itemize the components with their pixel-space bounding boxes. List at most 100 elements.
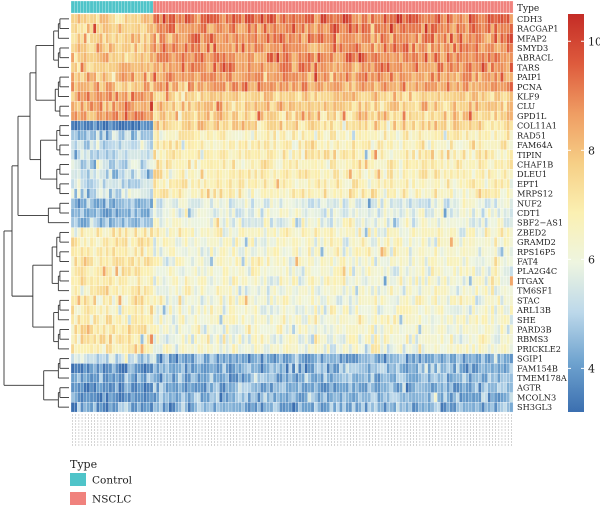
heatmap-cell	[364, 188, 368, 199]
heatmap-cell	[471, 130, 476, 141]
heatmap-cell	[276, 130, 280, 141]
heatmap-cell	[187, 81, 192, 92]
heatmap-cell	[291, 169, 296, 180]
heatmap-cell	[92, 334, 97, 345]
heatmap-cell	[118, 110, 122, 121]
heatmap-cell	[260, 305, 264, 316]
heatmap-cell	[313, 130, 318, 141]
heatmap-cell	[500, 13, 504, 24]
heatmap-cell	[320, 217, 324, 228]
heatmap-cell	[152, 159, 157, 170]
heatmap-cell	[118, 149, 122, 160]
heatmap-cell	[370, 120, 375, 131]
heatmap-cell	[418, 198, 422, 209]
heatmap-cell	[298, 246, 302, 257]
heatmap-cell	[247, 159, 252, 170]
heatmap-cell	[77, 91, 81, 102]
heatmap-cell	[285, 295, 290, 306]
heatmap-cell	[310, 188, 315, 199]
heatmap-cell	[99, 305, 103, 316]
heatmap-cell	[162, 275, 166, 286]
heatmap-cell	[468, 178, 473, 189]
heatmap-cell	[175, 217, 179, 228]
track-cell-nsclc	[181, 0, 185, 14]
heatmap-cell	[481, 169, 485, 180]
heatmap-cell	[396, 91, 400, 102]
heatmap-cell	[291, 246, 296, 257]
heatmap-cell	[313, 285, 318, 296]
heatmap-cell	[411, 13, 416, 24]
track-cell-control	[111, 0, 116, 14]
heatmap-cell	[130, 178, 135, 189]
heatmap-cell	[415, 217, 419, 228]
heatmap-cell	[159, 33, 163, 44]
heatmap-cell	[222, 217, 226, 228]
heatmap-cell	[127, 178, 132, 189]
heatmap-cell	[402, 42, 406, 54]
heatmap-cell	[89, 208, 94, 219]
heatmap-cell	[74, 13, 78, 24]
heatmap-cell	[424, 227, 428, 238]
heatmap-cell	[165, 227, 170, 238]
heatmap-cell	[317, 130, 321, 141]
heatmap-cell	[380, 266, 384, 277]
heatmap-cell	[402, 169, 406, 180]
heatmap-cell	[298, 33, 302, 44]
heatmap-cell	[260, 33, 264, 44]
heatmap-cell	[427, 227, 432, 238]
heatmap-cell	[127, 227, 132, 238]
heatmap-cell	[181, 33, 185, 44]
heatmap-cell	[86, 178, 91, 189]
heatmap-cell	[99, 120, 103, 131]
heatmap-cell	[471, 246, 476, 257]
heatmap-cell	[235, 120, 239, 131]
heatmap-cell	[168, 324, 173, 335]
heatmap-cell	[194, 130, 198, 141]
heatmap-cell	[301, 169, 305, 180]
heatmap-cell	[279, 295, 283, 306]
heatmap-cell	[361, 159, 365, 170]
heatmap-cell	[130, 256, 135, 267]
heatmap-cell	[487, 120, 492, 131]
heatmap-cell	[392, 178, 397, 189]
heatmap-cell	[253, 91, 258, 102]
heatmap-cell	[228, 149, 233, 160]
track-cell-control	[105, 0, 110, 14]
heatmap-cell	[156, 62, 160, 73]
heatmap-cell	[165, 246, 170, 257]
heatmap-cell	[317, 295, 321, 306]
heatmap-cell	[481, 13, 485, 24]
heatmap-cell	[307, 33, 312, 44]
heatmap-cell	[165, 81, 170, 92]
heatmap-cell	[323, 324, 327, 335]
heatmap-cell	[351, 285, 356, 296]
heatmap-cell	[446, 42, 451, 54]
heatmap-cell	[317, 81, 321, 92]
heatmap-cell	[307, 42, 312, 54]
heatmap-cell	[241, 305, 245, 316]
heatmap-cell	[367, 334, 372, 345]
heatmap-cell	[282, 198, 286, 209]
heatmap-cell	[238, 130, 242, 141]
heatmap-cell	[367, 256, 372, 267]
heatmap-cell	[339, 198, 343, 209]
heatmap-cell	[415, 188, 419, 199]
heatmap-cell	[430, 169, 435, 180]
heatmap-cell	[500, 81, 504, 92]
heatmap-cell	[143, 33, 147, 44]
heatmap-cell	[484, 208, 488, 219]
heatmap-cell	[216, 101, 220, 112]
heatmap-cell	[143, 130, 147, 141]
heatmap-cell	[92, 275, 97, 286]
heatmap-cell	[77, 33, 81, 44]
heatmap-cell	[389, 149, 394, 160]
heatmap-cell	[313, 62, 318, 73]
heatmap-cell	[212, 33, 217, 44]
heatmap-cell	[326, 52, 331, 63]
heatmap-cell	[459, 13, 463, 24]
heatmap-cell	[70, 208, 75, 219]
heatmap-cell	[478, 13, 482, 24]
heatmap-cell	[415, 23, 419, 34]
heatmap-cell	[291, 295, 296, 306]
heatmap-cell	[115, 178, 119, 189]
